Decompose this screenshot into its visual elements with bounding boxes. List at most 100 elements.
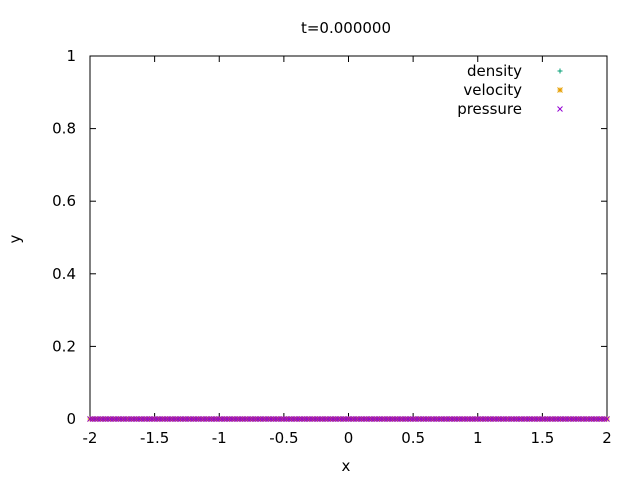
pressure-point — [257, 416, 264, 422]
pressure-point — [167, 416, 173, 422]
pressure-point — [461, 416, 468, 422]
pressure-point — [332, 416, 339, 422]
pressure-point — [583, 416, 590, 422]
pressure-point — [291, 416, 298, 422]
pressure-point — [405, 416, 411, 422]
pressure-point — [374, 416, 380, 422]
pressure-point — [451, 416, 458, 422]
pressure-point — [293, 416, 300, 422]
pressure-point — [425, 416, 432, 422]
pressure-point — [539, 416, 546, 422]
pressure-point — [467, 416, 473, 422]
pressure-point — [573, 416, 579, 422]
pressure-point — [498, 416, 504, 422]
pressure-point — [97, 416, 104, 422]
pressure-point — [456, 416, 463, 422]
y-tick-label: 0.6 — [52, 192, 76, 210]
pressure-point — [304, 416, 310, 422]
pressure-point — [492, 416, 499, 422]
pressure-point — [557, 416, 564, 422]
pressure-point — [454, 416, 460, 422]
y-axis-label: y — [6, 234, 24, 243]
pressure-point — [203, 416, 210, 422]
pressure-point — [477, 416, 484, 422]
pressure-point — [105, 416, 111, 422]
pressure-point — [412, 416, 419, 422]
pressure-point — [154, 416, 161, 422]
pressure-point — [107, 416, 114, 422]
pressure-point — [151, 416, 158, 422]
pressure-point — [275, 416, 282, 422]
pressure-point — [436, 416, 442, 422]
pressure-point — [265, 416, 272, 422]
pressure-point — [524, 416, 530, 422]
pressure-point — [324, 416, 331, 422]
legend-label-pressure: pressure — [457, 100, 522, 118]
pressure-point — [177, 416, 184, 422]
pressure-point — [371, 416, 378, 422]
pressure-point — [87, 416, 93, 422]
pressure-point — [381, 416, 388, 422]
pressure-point — [536, 416, 543, 422]
pressure-point — [394, 416, 401, 422]
pressure-point — [441, 416, 447, 422]
pressure-point — [180, 416, 186, 422]
pressure-point — [487, 416, 494, 422]
pressure-point — [459, 416, 466, 422]
x-tick-label: 2 — [602, 429, 612, 447]
pressure-point — [337, 416, 344, 422]
x-tick-label: -2 — [83, 429, 98, 447]
pressure-point — [149, 416, 155, 422]
pressure-point — [182, 416, 189, 422]
pressure-point — [389, 416, 396, 422]
x-tick-label: 0 — [344, 429, 354, 447]
pressure-point — [392, 416, 398, 422]
chart-title: t=0.000000 — [301, 19, 391, 37]
pressure-point — [542, 416, 548, 422]
pressure-point — [296, 416, 303, 422]
pressure-point — [593, 416, 600, 422]
x-tick-label: 1.5 — [530, 429, 554, 447]
pressure-point — [110, 416, 117, 422]
pressure-point — [511, 416, 517, 422]
x-tick-label: -1.5 — [140, 429, 169, 447]
pressure-point — [128, 416, 135, 422]
pressure-point — [472, 416, 479, 422]
pressure-point — [218, 416, 225, 422]
pressure-point — [340, 416, 347, 422]
pressure-point — [415, 416, 422, 422]
pressure-point — [355, 416, 362, 422]
y-tick-label: 0.8 — [52, 120, 76, 138]
pressure-point — [92, 416, 99, 422]
pressure-point — [314, 416, 321, 422]
pressure-point — [89, 416, 96, 422]
x-tick-label: 0.5 — [401, 429, 425, 447]
pressure-point — [211, 416, 217, 422]
pressure-point — [368, 416, 375, 422]
pressure-point — [255, 416, 261, 422]
pressure-point — [531, 416, 538, 422]
pressure-point — [343, 416, 349, 422]
pressure-point — [327, 416, 334, 422]
pressure-point — [278, 416, 285, 422]
pressure-point — [433, 416, 440, 422]
pressure-point — [529, 416, 535, 422]
pressure-point — [268, 416, 274, 422]
x-tick-label: -0.5 — [269, 429, 298, 447]
pressure-point — [358, 416, 365, 422]
pressure-point — [518, 416, 525, 422]
pressure-point — [580, 416, 587, 422]
pressure-point — [490, 416, 497, 422]
pressure-point — [229, 416, 236, 422]
pressure-point — [438, 416, 445, 422]
pressure-point — [237, 416, 243, 422]
pressure-point — [131, 416, 137, 422]
pressure-point — [125, 416, 132, 422]
pressure-point — [136, 416, 142, 422]
pressure-point — [361, 416, 367, 422]
pressure-point — [234, 416, 241, 422]
pressure-point — [172, 416, 179, 422]
pressure-point — [516, 416, 522, 422]
pressure-point — [156, 416, 163, 422]
